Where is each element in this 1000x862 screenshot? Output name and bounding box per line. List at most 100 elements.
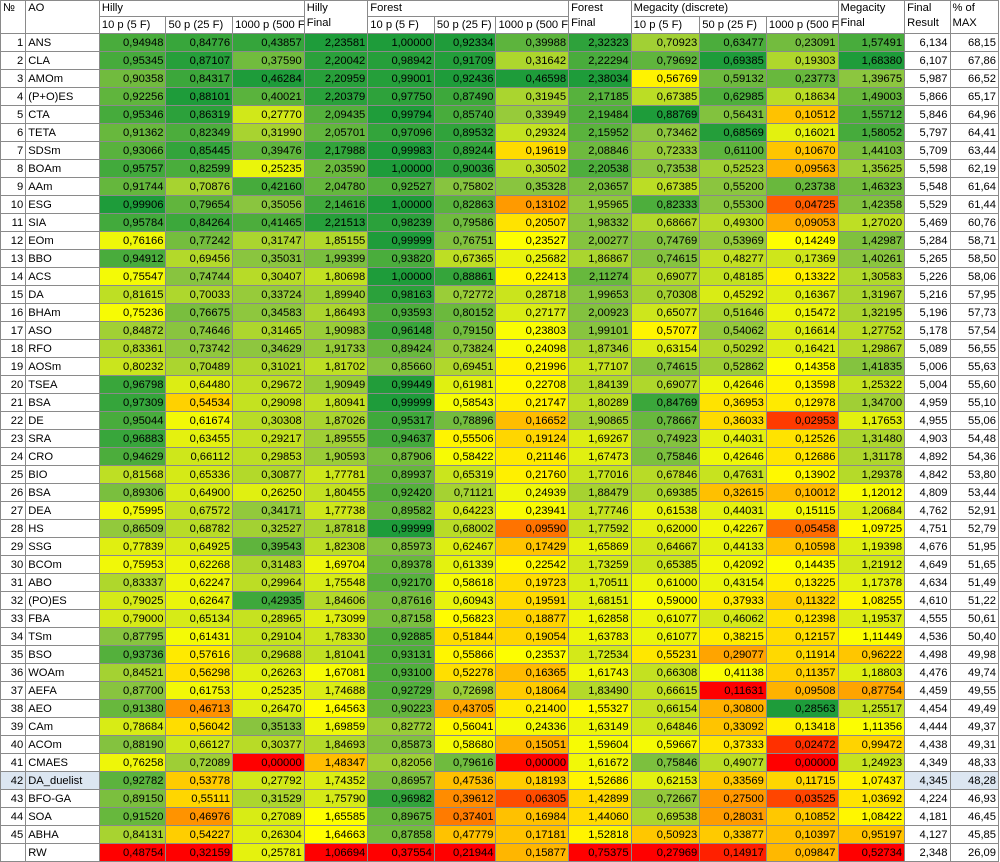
cell-megacity-final: 0,95197 [837,825,906,844]
cell-hilly-1000p: 0,25235 [232,159,305,178]
ao-name: ABHA [25,825,100,844]
cell-megacity-1000p: 0,13598 [765,375,839,394]
cell-megacity-1000p: 0,02472 [765,735,839,754]
cell-megacity-50p: 0,55300 [699,195,767,214]
cell-forest-1000p: 0,33949 [495,105,570,124]
cell-megacity-final: 1,29378 [837,465,906,484]
cell-hilly-10p: 0,75236 [98,303,167,322]
cell-hilly-final: 1,77781 [303,465,369,484]
cell-forest-50p: 0,87490 [433,87,497,106]
cell-forest-1000p: 0,15877 [495,843,570,862]
cell-megacity-50p: 0,42646 [699,447,767,466]
cell-hilly-final: 1,85155 [303,231,369,250]
cell-pct-max: 49,74 [949,663,999,682]
cell-hilly-10p: 0,93736 [98,645,167,664]
cell-final-result: 4,892 [904,447,951,466]
cell-hilly-10p: 0,76166 [98,231,167,250]
cell-forest-10p: 0,96982 [367,789,435,808]
cell-hilly-50p: 0,54227 [165,825,234,844]
cell-hilly-1000p: 0,30308 [232,411,305,430]
cell-pct-max: 57,95 [949,285,999,304]
row-index: 43 [0,789,27,808]
cell-forest-1000p: 0,21747 [495,393,570,412]
cell-hilly-50p: 0,70033 [165,285,234,304]
cell-pct-max: 68,15 [949,33,999,52]
col-megacity-1000p: 1000 p (500 F) [765,16,839,34]
cell-forest-final: 1,67473 [568,447,632,466]
cell-megacity-final: 1,32195 [837,303,906,322]
cell-final-result: 2,348 [904,843,951,862]
cell-hilly-10p: 0,80232 [98,357,167,376]
col-hilly-10p: 10 p (5 F) [98,16,167,34]
cell-hilly-1000p: 0,33724 [232,285,305,304]
cell-forest-50p: 0,61339 [433,555,497,574]
cell-hilly-10p: 0,92782 [98,771,167,790]
cell-hilly-50p: 0,87107 [165,51,234,70]
pm-line2: MAX [952,17,977,29]
table-row: 31 ABO 0,83337 0,62247 0,29964 1,75548 0,92170… [0,573,999,592]
cell-megacity-final: 0,87754 [837,681,906,700]
cell-forest-1000p: 0,23537 [495,645,570,664]
row-index: 44 [0,807,27,826]
cell-forest-1000p: 0,13102 [495,195,570,214]
cell-hilly-final: 1,91733 [303,339,369,358]
cell-final-result: 4,649 [904,555,951,574]
ao-name: (PO)ES [25,591,100,610]
cell-forest-50p: 0,58422 [433,447,497,466]
cell-megacity-50p: 0,28031 [699,807,767,826]
cell-megacity-1000p: 0,13902 [765,465,839,484]
group-forest: Forest [367,0,570,17]
cell-hilly-10p: 0,92256 [98,87,167,106]
col-hilly-50p: 50 p (25 F) [165,16,234,34]
cell-hilly-50p: 0,74646 [165,321,234,340]
cell-final-result: 4,842 [904,465,951,484]
cell-hilly-final: 1,90593 [303,447,369,466]
cell-hilly-10p: 0,75953 [98,555,167,574]
cell-final-result: 5,226 [904,267,951,286]
cell-final-result: 4,224 [904,789,951,808]
cell-forest-50p: 0,82863 [433,195,497,214]
cell-forest-50p: 0,79150 [433,321,497,340]
cell-hilly-50p: 0,64480 [165,375,234,394]
cell-megacity-1000p: 0,18634 [765,87,839,106]
row-index: 24 [0,447,27,466]
cell-forest-10p: 0,85660 [367,357,435,376]
row-index: 18 [0,339,27,358]
cell-megacity-10p: 0,62153 [630,771,701,790]
cell-forest-10p: 0,92729 [367,681,435,700]
cell-megacity-final: 1,34700 [837,393,906,412]
cell-megacity-10p: 0,70923 [630,33,701,52]
cell-hilly-final: 1,80941 [303,393,369,412]
cell-pct-max: 57,54 [949,321,999,340]
table-row: 43 BFO-GA 0,89150 0,55111 0,31529 1,75790 0,96… [0,789,999,808]
cell-hilly-50p: 0,56298 [165,663,234,682]
table-row: 15 DA 0,81615 0,70033 0,33724 1,89940 0,98163 0… [0,285,999,304]
cell-forest-final: 2,20538 [568,159,632,178]
cell-hilly-1000p: 0,30877 [232,465,305,484]
table-row: 29 SSG 0,77839 0,64925 0,39543 1,82308 0,85973… [0,537,999,556]
cell-hilly-final: 1,89555 [303,429,369,448]
cell-forest-final: 1,99101 [568,321,632,340]
cell-hilly-final: 1,73099 [303,609,369,628]
ao-name: CTA [25,105,100,124]
cell-forest-final: 1,61743 [568,663,632,682]
ao-name: CLA [25,51,100,70]
table-row: 30 BCOm 0,75953 0,62268 0,31483 1,69704 0,8937… [0,555,999,574]
cell-megacity-50p: 0,50292 [699,339,767,358]
cell-forest-1000p: 0,19054 [495,627,570,646]
cell-megacity-10p: 0,66154 [630,699,701,718]
cell-megacity-1000p: 0,14435 [765,555,839,574]
cell-pct-max: 57,73 [949,303,999,322]
cell-forest-1000p: 0,21400 [495,699,570,718]
table-row: 45 ABHA 0,84131 0,54227 0,26304 1,64663 0,8785… [0,825,999,844]
cell-forest-10p: 1,00000 [367,195,435,214]
cell-hilly-1000p: 0,40021 [232,87,305,106]
cell-forest-50p: 0,64223 [433,501,497,520]
cell-forest-final: 1,52686 [568,771,632,790]
cell-megacity-10p: 0,64846 [630,717,701,736]
table-row: 18 RFO 0,83361 0,73742 0,34629 1,91733 0,89424… [0,339,999,358]
cell-megacity-1000p: 0,10397 [765,825,839,844]
cell-forest-10p: 0,86957 [367,771,435,790]
cell-forest-1000p: 0,28718 [495,285,570,304]
cell-final-result: 5,265 [904,249,951,268]
